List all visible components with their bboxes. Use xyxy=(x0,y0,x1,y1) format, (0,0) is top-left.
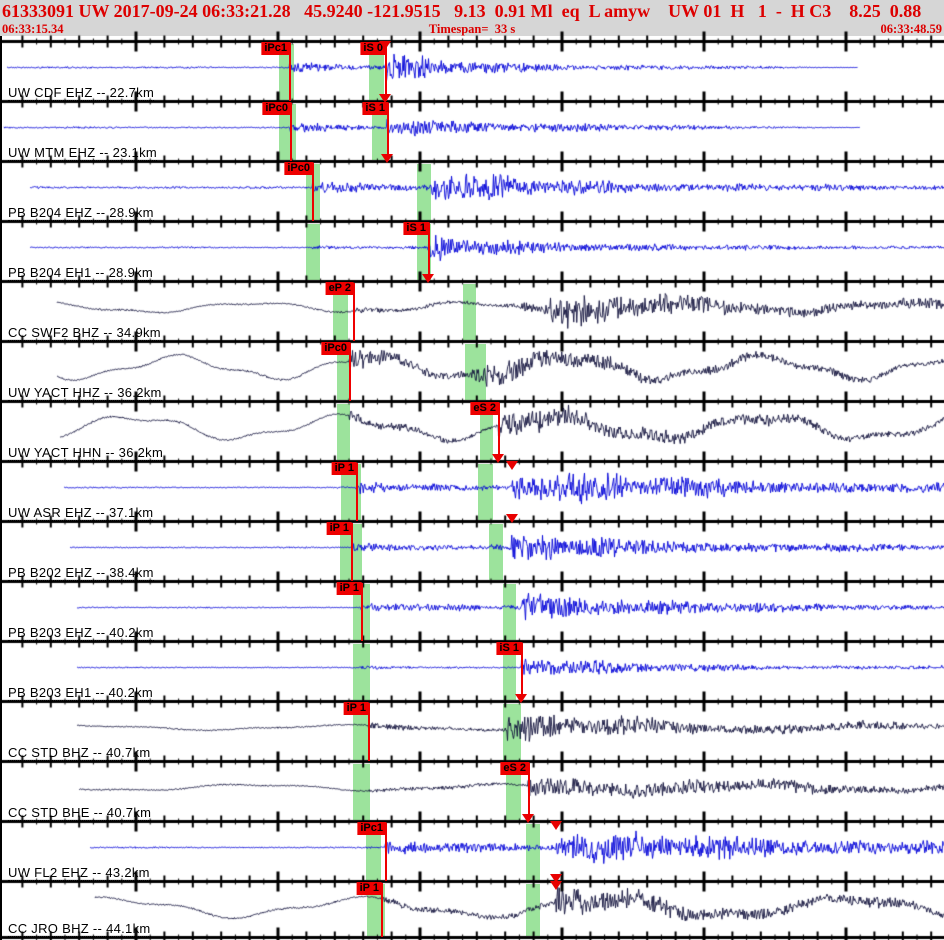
pick-line[interactable] xyxy=(361,582,363,641)
trace-label: UW FL2 EHZ -- 43.2km xyxy=(8,864,150,881)
trace-label: CC JRO BHZ -- 44.1km xyxy=(8,920,151,937)
pick-line[interactable] xyxy=(351,522,353,581)
pick-phase-label[interactable]: iS 1 xyxy=(403,221,429,235)
pick-triangle-icon xyxy=(515,693,527,703)
trace-label: PB B204 EH1 -- 28.9km xyxy=(8,264,154,281)
pick-phase-label[interactable]: iP 1 xyxy=(356,881,382,895)
pick-phase-label[interactable]: eP 2 xyxy=(325,281,354,295)
pick-line[interactable] xyxy=(349,342,351,401)
trace-label: UW CDF EHZ -- 22.7km xyxy=(8,84,155,101)
pick-line[interactable] xyxy=(387,102,389,161)
pick-line[interactable] xyxy=(381,882,383,937)
pick-phase-label[interactable]: iP 1 xyxy=(326,521,352,535)
pick-phase-label[interactable]: iP 1 xyxy=(331,461,357,475)
trace-label: PB B203 EH1 -- 40.2km xyxy=(8,684,154,701)
pick-line[interactable] xyxy=(498,402,500,461)
pick-line[interactable] xyxy=(528,762,530,821)
pick-triangle-icon xyxy=(506,460,518,470)
pick-phase-label[interactable]: iPc1 xyxy=(357,821,386,835)
trace-label: CC STD BHZ -- 40.7km xyxy=(8,744,151,761)
pick-triangle-icon xyxy=(422,273,434,283)
trace-label: UW YACT HHN -- 36.2km xyxy=(8,444,164,461)
trace-label: PB B204 EHZ -- 28.9km xyxy=(8,204,154,221)
pick-triangle-icon xyxy=(550,820,562,830)
pick-line[interactable] xyxy=(356,462,358,521)
pick-line[interactable] xyxy=(290,102,292,161)
pick-phase-label[interactable]: iS 1 xyxy=(496,641,522,655)
pick-phase-label[interactable]: iP 1 xyxy=(336,581,362,595)
pick-phase-label[interactable]: iPc0 xyxy=(262,101,291,115)
pick-triangle-icon xyxy=(550,880,562,890)
pick-phase-label[interactable]: eS 2 xyxy=(470,401,499,415)
pick-phase-label[interactable]: iP 1 xyxy=(343,701,369,715)
pick-phase-label[interactable]: iPc1 xyxy=(261,41,290,55)
pick-line[interactable] xyxy=(353,282,355,341)
pick-triangle-icon xyxy=(550,873,562,883)
trace-label: UW MTM EHZ -- 23.1km xyxy=(8,144,157,161)
pick-line[interactable] xyxy=(368,702,370,761)
pick-phase-label[interactable]: iPc0 xyxy=(321,341,350,355)
trace-label: PB B203 EHZ -- 40.2km xyxy=(8,624,154,641)
pick-triangle-icon xyxy=(506,513,518,523)
pick-triangle-icon xyxy=(492,453,504,463)
pick-triangle-icon xyxy=(522,813,534,823)
pick-triangle-icon xyxy=(379,40,391,50)
pick-line[interactable] xyxy=(385,822,387,881)
pick-phase-label[interactable]: iS 1 xyxy=(362,101,388,115)
pick-line[interactable] xyxy=(385,42,387,101)
pick-triangle-icon xyxy=(381,153,393,163)
trace-label: CC SWF2 BHZ -- 34.9km xyxy=(8,324,161,341)
trace-label: UW YACT HHZ -- 36.2km xyxy=(8,384,162,401)
pick-phase-label[interactable]: eS 2 xyxy=(500,761,529,775)
pick-line[interactable] xyxy=(428,222,430,281)
pick-triangle-icon xyxy=(379,93,391,103)
trace-label: UW ASR EHZ -- 37.1km xyxy=(8,504,154,521)
trace-label: CC STD BHE -- 40.7km xyxy=(8,804,152,821)
trace-label: PB B202 EHZ -- 38.4km xyxy=(8,564,154,581)
pick-line[interactable] xyxy=(312,162,314,221)
pick-line[interactable] xyxy=(289,42,291,101)
pick-phase-label[interactable]: iPc0 xyxy=(284,161,313,175)
pick-line[interactable] xyxy=(521,642,523,701)
